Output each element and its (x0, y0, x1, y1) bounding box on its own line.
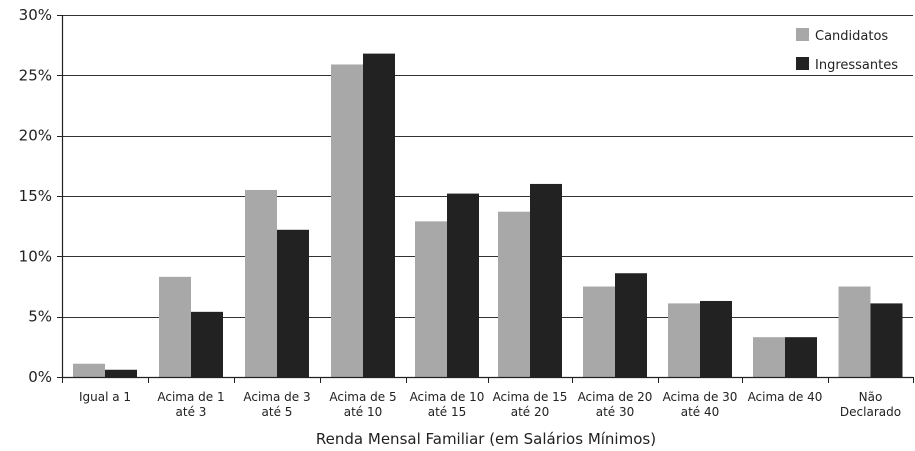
x-tick-label: Acima de 10 até 15 (410, 390, 485, 419)
legend-label-candidatos: Candidatos (815, 29, 888, 44)
bar-candidatos-3 (331, 64, 363, 378)
x-tick-label: Acima de 20 até 30 (578, 390, 653, 419)
x-tick-label-line: até 5 (262, 405, 293, 419)
x-tick-label: Acima de 1 até 3 (157, 390, 224, 419)
bar-ingressantes-5 (530, 183, 562, 377)
bar-candidatos-6 (583, 286, 615, 377)
bar-candidatos-0 (73, 363, 105, 377)
axes (57, 15, 914, 383)
x-tick-label-line: Acima de 20 (578, 390, 653, 404)
y-tick-labels: 0% 5% 10% 15% 20% 25% 30% (19, 6, 52, 386)
bar-candidatos-9 (838, 286, 871, 377)
x-tick-label-line: Declarado (840, 405, 901, 419)
bar-candidatos-1 (159, 276, 191, 377)
x-tick-label-line: Acima de 40 (748, 390, 823, 404)
bar-candidatos-5 (498, 211, 530, 377)
bar-candidatos-4 (415, 221, 447, 377)
x-tick-label: Não Declarado (840, 390, 901, 419)
bars (73, 53, 903, 378)
x-tick-label: Acima de 3 até 5 (243, 390, 310, 419)
x-tick-label-line: Acima de 5 (329, 390, 396, 404)
legend: Candidatos Ingressantes (796, 28, 898, 73)
y-tick-label: 15% (19, 187, 52, 205)
x-tick-label-line: até 30 (596, 405, 635, 419)
bar-ingressantes-8 (785, 337, 817, 377)
x-tick-label-line: Acima de 15 (493, 390, 568, 404)
x-tick-label-line: até 15 (428, 405, 467, 419)
bar-ingressantes-4 (447, 193, 479, 377)
bar-candidatos-8 (753, 337, 785, 377)
legend-label-ingressantes: Ingressantes (815, 58, 898, 73)
x-tick-label: Acima de 5 até 10 (329, 390, 396, 419)
bar-ingressantes-3 (363, 53, 395, 377)
bar-ingressantes-2 (277, 229, 309, 377)
bar-candidatos-2 (245, 189, 277, 377)
grid-lines (62, 15, 913, 318)
y-tick-label: 0% (28, 368, 52, 386)
bar-candidatos-7 (668, 303, 700, 377)
bar-ingressantes-6 (615, 273, 647, 377)
legend-swatch-ingressantes (796, 57, 809, 70)
x-tick-label-line: até 10 (344, 405, 383, 419)
x-tick-label-line: Não (859, 390, 883, 404)
x-tick-label-line: Igual a 1 (79, 390, 131, 404)
x-tick-label: Igual a 1 (79, 390, 131, 404)
x-tick-label-line: Acima de 3 (243, 390, 310, 404)
bar-ingressantes-7 (700, 300, 732, 377)
y-tick-label: 20% (19, 127, 52, 145)
y-tick-label: 25% (19, 66, 52, 84)
x-axis-title: Renda Mensal Familiar (em Salários Mínim… (316, 430, 656, 448)
x-tick-label-line: até 20 (511, 405, 550, 419)
x-tick-label-line: até 40 (681, 405, 720, 419)
y-tick-label: 30% (19, 6, 52, 24)
y-tick-label: 10% (19, 247, 52, 265)
y-tick-label: 5% (28, 308, 52, 326)
bar-ingressantes-1 (191, 311, 223, 377)
x-tick-label-line: Acima de 10 (410, 390, 485, 404)
x-tick-label: Acima de 30 até 40 (663, 390, 738, 419)
x-tick-label-line: até 3 (176, 405, 207, 419)
bar-ingressantes-9 (870, 303, 903, 377)
x-tick-label: Acima de 40 (748, 390, 823, 404)
x-tick-label-line: Acima de 30 (663, 390, 738, 404)
bar-ingressantes-0 (105, 369, 137, 377)
x-tick-label-line: Acima de 1 (157, 390, 224, 404)
legend-swatch-candidatos (796, 28, 809, 41)
x-tick-label: Acima de 15 até 20 (493, 390, 568, 419)
